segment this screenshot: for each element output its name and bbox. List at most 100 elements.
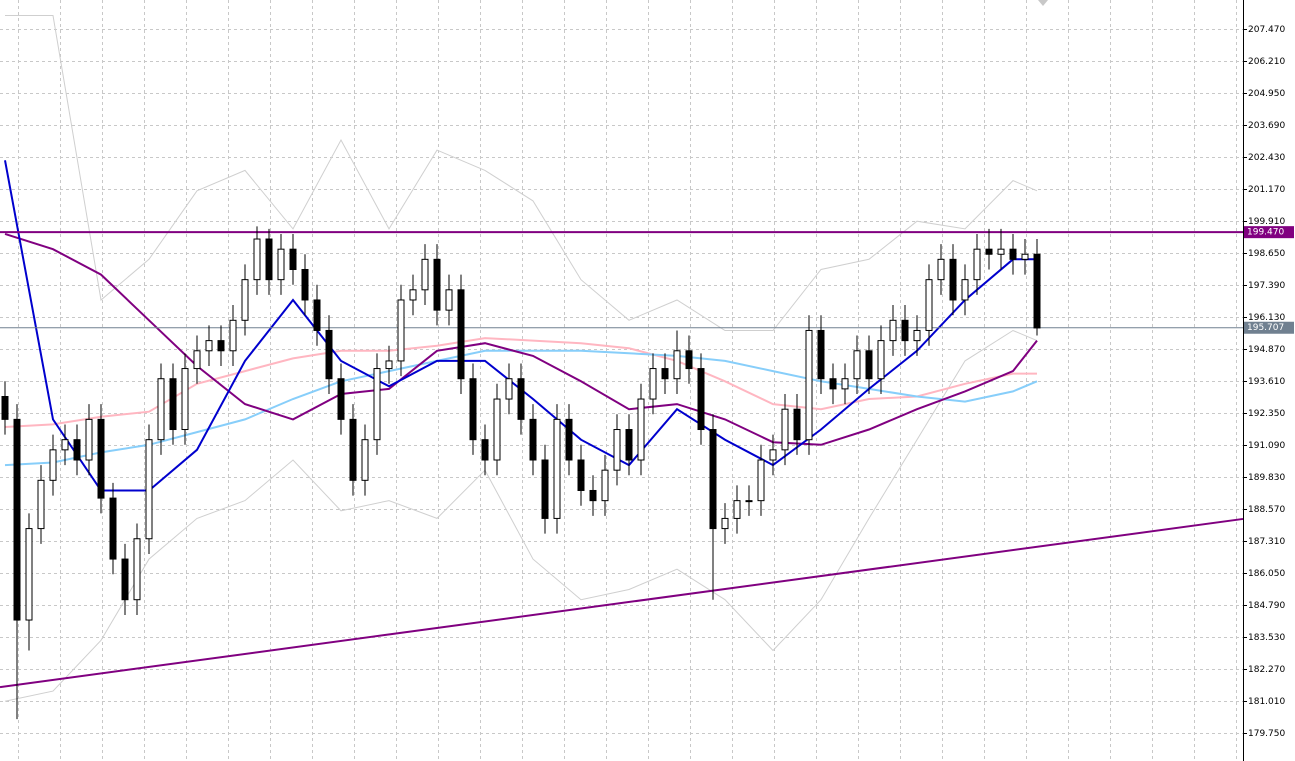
y-tick-label: 203.690 bbox=[1248, 121, 1285, 131]
candle-body bbox=[85, 418, 93, 461]
y-tick-label: 182.270 bbox=[1248, 665, 1285, 675]
overlay-line bbox=[4, 232, 1038, 446]
candle-body bbox=[253, 238, 261, 281]
y-tick-label: 198.650 bbox=[1248, 249, 1285, 259]
candle-body bbox=[97, 418, 105, 499]
candle-body bbox=[397, 299, 405, 362]
candle-body bbox=[133, 538, 141, 601]
candle-body bbox=[553, 418, 561, 519]
candle-body bbox=[409, 289, 417, 301]
candle-body bbox=[361, 439, 369, 481]
candle-body bbox=[421, 258, 429, 291]
y-tick-label: 201.170 bbox=[1248, 185, 1285, 195]
y-tick-label: 184.790 bbox=[1248, 601, 1285, 611]
candle-body bbox=[145, 439, 153, 540]
candle-body bbox=[997, 248, 1005, 255]
overlay-line bbox=[4, 329, 1038, 702]
candle-body bbox=[637, 398, 645, 461]
candle-body bbox=[505, 378, 513, 400]
candle-body bbox=[265, 238, 273, 281]
candle-body bbox=[157, 378, 165, 441]
y-tick-label: 183.530 bbox=[1248, 633, 1285, 643]
candle-body bbox=[169, 378, 177, 431]
candle-body bbox=[337, 378, 345, 420]
y-tick-label: 191.090 bbox=[1248, 441, 1285, 451]
y-tick-label: 199.910 bbox=[1248, 217, 1285, 227]
y-tick-label: 179.750 bbox=[1248, 729, 1285, 739]
candle-body bbox=[349, 418, 357, 481]
candle-body bbox=[877, 340, 885, 380]
candle-body bbox=[1033, 253, 1041, 329]
candle-body bbox=[817, 329, 825, 380]
candle-body bbox=[229, 319, 237, 352]
y-tick-label: 197.390 bbox=[1248, 281, 1285, 291]
marker bbox=[1038, 0, 1048, 6]
candle-body bbox=[385, 360, 393, 370]
candle-body bbox=[217, 340, 225, 352]
candle-body bbox=[205, 340, 213, 352]
candle-body bbox=[517, 378, 525, 420]
candle-body bbox=[433, 258, 441, 311]
candle-body bbox=[565, 418, 573, 461]
y-tick-label: 192.350 bbox=[1248, 409, 1285, 419]
candle-body bbox=[973, 248, 981, 281]
candle-body bbox=[781, 408, 789, 451]
candle-body bbox=[673, 350, 681, 380]
candle-body bbox=[457, 289, 465, 380]
candle-body bbox=[49, 449, 57, 481]
candle-body bbox=[793, 408, 801, 441]
candle-body bbox=[865, 350, 873, 380]
candle-body bbox=[937, 258, 945, 281]
candle-body bbox=[109, 497, 117, 560]
candle-body bbox=[805, 329, 813, 441]
candle-body bbox=[577, 459, 585, 491]
candle-body bbox=[37, 479, 45, 530]
candle-body bbox=[13, 418, 21, 621]
candle-body bbox=[181, 368, 189, 431]
candle-body bbox=[649, 368, 657, 400]
y-tick-label: 207.470 bbox=[1248, 25, 1285, 35]
candle-body bbox=[985, 248, 993, 255]
y-tick-label: 187.310 bbox=[1248, 537, 1285, 547]
candle-body bbox=[529, 418, 537, 461]
price-tag-label: 195.707 bbox=[1247, 323, 1284, 333]
candle-body bbox=[613, 429, 621, 471]
y-tick-label: 188.570 bbox=[1248, 505, 1285, 515]
candle-body bbox=[889, 319, 897, 342]
candle-body bbox=[901, 319, 909, 342]
overlay-line bbox=[4, 337, 1037, 428]
candle-body bbox=[757, 459, 765, 502]
y-tick-label: 196.130 bbox=[1248, 313, 1285, 323]
candle-body bbox=[721, 517, 729, 530]
price-tag bbox=[1244, 321, 1294, 334]
price-tag-label: 199.470 bbox=[1247, 228, 1284, 238]
candle-body bbox=[445, 289, 453, 311]
candle-body bbox=[625, 429, 633, 461]
overlay-line bbox=[4, 349, 1038, 467]
candle-body bbox=[373, 368, 381, 441]
vertical-grid bbox=[18, 0, 1237, 761]
candle-body bbox=[493, 398, 501, 461]
candle-body bbox=[1009, 248, 1017, 260]
y-tick-label: 193.610 bbox=[1248, 377, 1285, 387]
candle-body bbox=[277, 248, 285, 281]
candle-body bbox=[709, 429, 717, 530]
candle-body bbox=[601, 469, 609, 502]
price-tag bbox=[1244, 226, 1294, 239]
candle-body bbox=[481, 439, 489, 461]
candle-body bbox=[745, 500, 753, 503]
candle-body bbox=[289, 248, 297, 270]
overlay-line bbox=[5, 15, 1038, 331]
candle-body bbox=[961, 279, 969, 301]
candle-body bbox=[61, 439, 69, 451]
y-tick-label: 194.870 bbox=[1248, 345, 1285, 355]
candle-body bbox=[25, 528, 33, 621]
candle-body bbox=[301, 268, 309, 301]
candle-body bbox=[73, 439, 81, 461]
candle-body bbox=[661, 368, 669, 380]
y-tick-label: 189.830 bbox=[1248, 473, 1285, 483]
candle-body bbox=[541, 459, 549, 519]
candle-body bbox=[913, 329, 921, 342]
